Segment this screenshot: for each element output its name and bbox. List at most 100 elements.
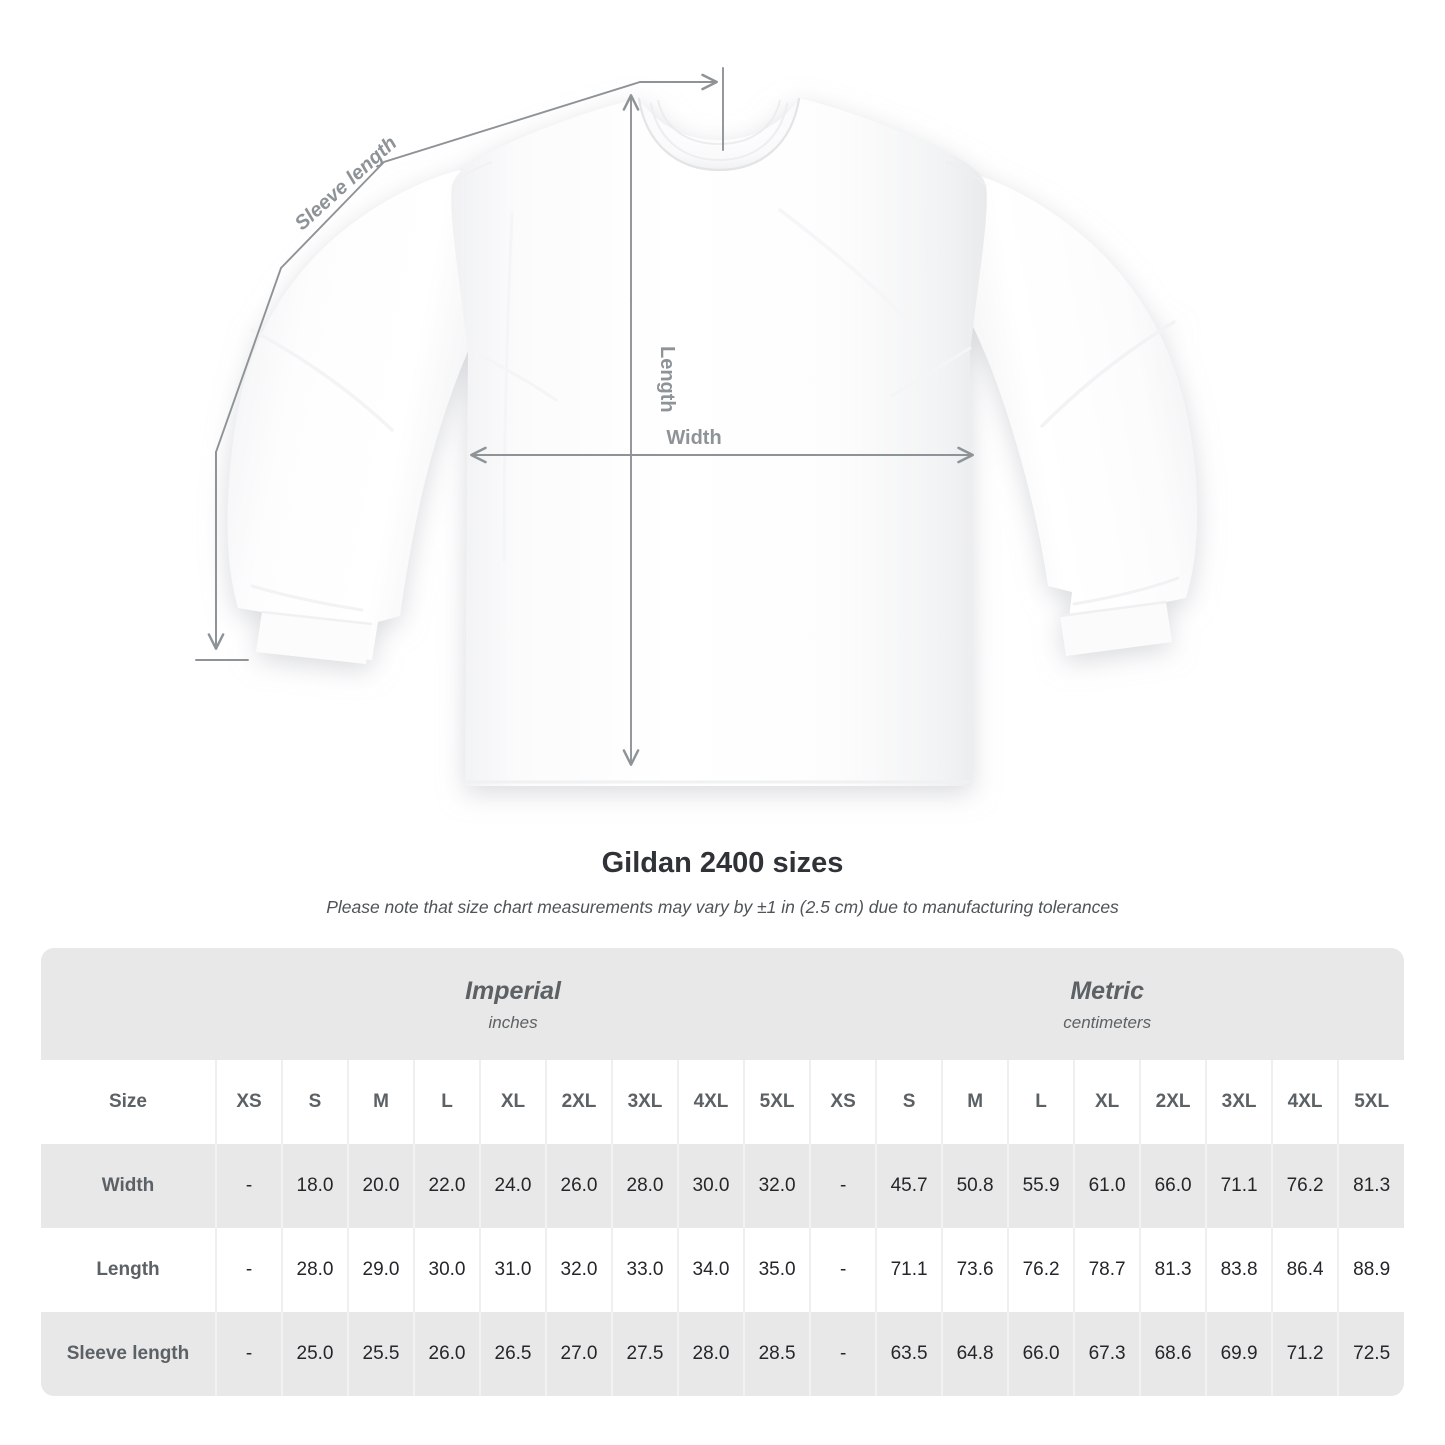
table-cell: 24.0 <box>479 1144 546 1228</box>
row-label: Sleeve length <box>41 1312 216 1396</box>
table-cell: 28.0 <box>611 1144 678 1228</box>
table-cell: - <box>809 1144 877 1228</box>
size-header-cell: 4XL <box>1271 1060 1339 1144</box>
table-cell: 66.0 <box>1007 1312 1075 1396</box>
size-header-cell: M <box>347 1060 414 1144</box>
size-header-cell: L <box>1007 1060 1075 1144</box>
table-cell: 76.2 <box>1271 1144 1339 1228</box>
collar-outline <box>637 97 801 172</box>
table-cell: 26.0 <box>545 1144 612 1228</box>
table-cell: 69.9 <box>1205 1312 1273 1396</box>
garment-body-group <box>227 97 1198 786</box>
chart-note: Please note that size chart measurements… <box>326 897 1119 917</box>
tshirt-diagram: Sleeve length Length Width <box>195 67 1198 786</box>
table-cell: 66.0 <box>1139 1144 1207 1228</box>
left-shoulder-seam <box>451 161 493 187</box>
size-header-cell: XL <box>1073 1060 1141 1144</box>
unit-header-row: Imperial inches Metric centimeters <box>41 948 1405 1060</box>
metric-sub-label: centimeters <box>1063 1012 1152 1032</box>
table-cell: 30.0 <box>677 1144 744 1228</box>
size-header-cell: XS <box>809 1060 877 1144</box>
metric-unit-cell: Metric centimeters <box>810 948 1405 1060</box>
table-cell: 27.0 <box>545 1312 612 1396</box>
table-cell: 68.6 <box>1139 1312 1207 1396</box>
table-cell: 50.8 <box>941 1144 1009 1228</box>
table-cell: 32.0 <box>742 1144 811 1228</box>
table-cell: 29.0 <box>347 1228 414 1312</box>
table-cell: 67.3 <box>1073 1312 1141 1396</box>
size-header-cell: XL <box>479 1060 546 1144</box>
row-label: Length <box>41 1228 216 1312</box>
size-header-cell: S <box>875 1060 943 1144</box>
table-row: Width -18.0 20.0 22.0 24.0 26.0 28.0 30.0 32.0-4… <box>41 1144 1405 1228</box>
table-cell: 31.0 <box>479 1228 546 1312</box>
table-cell: 18.0 <box>281 1144 348 1228</box>
armpit-fold-right <box>890 346 972 398</box>
collar-inner-outline <box>650 103 788 162</box>
unit-spacer-cell <box>41 948 216 1060</box>
right-cuff <box>1060 602 1172 656</box>
imperial-unit-cell: Imperial inches <box>216 948 811 1060</box>
size-header-cell: 2XL <box>1139 1060 1207 1144</box>
table-cell: - <box>215 1144 282 1228</box>
table-cell: 78.7 <box>1073 1228 1141 1312</box>
size-header-cell: XS <box>215 1060 282 1144</box>
table-cell: 45.7 <box>875 1144 943 1228</box>
table-cell: 55.9 <box>1007 1144 1075 1228</box>
right-sleeve-fold <box>1040 320 1176 428</box>
table-cell: 71.1 <box>875 1228 943 1312</box>
table-cell: 32.0 <box>545 1228 612 1312</box>
table-cell: 72.5 <box>1337 1312 1405 1396</box>
table-cell: 22.0 <box>413 1144 480 1228</box>
size-table-container: Imperial inches Metric centimeters Size … <box>41 948 1405 1396</box>
right-cuff-edge <box>1059 600 1167 618</box>
size-header-cell: 3XL <box>611 1060 678 1144</box>
table-cell: 20.0 <box>347 1144 414 1228</box>
size-header-cell: 5XL <box>1337 1060 1405 1144</box>
size-header-cell: 4XL <box>677 1060 744 1144</box>
table-cell: 26.0 <box>413 1312 480 1396</box>
table-cell: 86.4 <box>1271 1228 1339 1312</box>
right-sleeve <box>952 172 1198 638</box>
neck-opening <box>657 99 781 145</box>
table-cell: 73.6 <box>941 1228 1009 1312</box>
chest-fold <box>778 208 918 332</box>
imperial-label: Imperial <box>465 976 561 1005</box>
size-header-row: Size XS S M L XL 2XL 3XL 4XL 5XL XS S M L XL 2XL 3XL 4XL… <box>41 1060 1405 1144</box>
collar-rib <box>639 99 799 170</box>
table-cell: 26.5 <box>479 1312 546 1396</box>
table-cell: 30.0 <box>413 1228 480 1312</box>
chart-title: Gildan 2400 sizes <box>601 847 844 879</box>
table-cell: 88.9 <box>1337 1228 1405 1312</box>
table-cell: 35.0 <box>742 1228 811 1312</box>
size-header-cell: M <box>941 1060 1009 1144</box>
body-fold-left <box>502 212 514 562</box>
title-block: Gildan 2400 sizes Please note that size … <box>0 846 1445 918</box>
table-cell: - <box>809 1312 877 1396</box>
right-sleeve-gather <box>1072 576 1180 606</box>
size-header-cell: 5XL <box>742 1060 811 1144</box>
table-cell: 76.2 <box>1007 1228 1075 1312</box>
table-cell: 81.3 <box>1139 1228 1207 1312</box>
right-shoulder-seam <box>945 161 987 187</box>
table-cell: 33.0 <box>611 1228 678 1312</box>
left-sleeve <box>227 170 492 660</box>
imperial-sub-label: inches <box>488 1012 538 1032</box>
left-sleeve-gather <box>250 584 364 612</box>
size-header-label: Size <box>41 1060 216 1144</box>
size-header-cell: S <box>281 1060 348 1144</box>
table-cell: - <box>215 1312 282 1396</box>
table-cell: 81.3 <box>1337 1144 1405 1228</box>
left-sleeve-fold <box>250 328 394 432</box>
left-cuff-edge <box>261 610 373 626</box>
table-cell: 34.0 <box>677 1228 744 1312</box>
table-row: Sleeve length -25.0 25.5 26.0 26.5 27.0 27.5 28… <box>41 1312 1405 1396</box>
garment-illustration: Sleeve length Length Width <box>195 67 1198 786</box>
measurement-guides <box>195 67 974 766</box>
armpit-fold-left <box>466 346 558 402</box>
size-header-cell: L <box>413 1060 480 1144</box>
table-cell: 83.8 <box>1205 1228 1273 1312</box>
width-label: Width <box>666 427 721 449</box>
table-cell: - <box>809 1228 877 1312</box>
